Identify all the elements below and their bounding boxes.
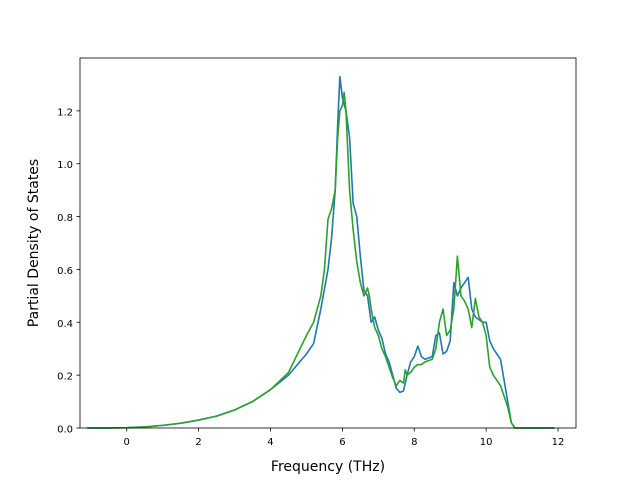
series-layer (87, 75, 555, 429)
y-tick-label: 0.2 (57, 372, 73, 383)
y-tick-label: 0.4 (57, 319, 73, 330)
y-tick-label: 0.0 (57, 425, 73, 436)
series-line-2 (87, 91, 555, 429)
y-tick-label: 0.6 (57, 266, 73, 277)
x-tick-label: 4 (267, 437, 273, 448)
x-axis-ticks: 0 2 4 6 8 10 12 (124, 428, 565, 448)
plot-frame (79, 57, 577, 429)
y-tick-label: 1.0 (57, 160, 73, 171)
x-tick-label: 8 (411, 437, 417, 448)
x-axis-label: Frequency (THz) (271, 459, 385, 475)
y-axis-ticks: 0.0 0.2 0.4 0.6 0.8 1.0 1.2 (57, 107, 80, 436)
x-tick-label: 0 (124, 437, 130, 448)
y-tick-label: 0.8 (57, 213, 73, 224)
series-line-1 (87, 75, 555, 429)
y-axis-label: Partial Density of States (26, 159, 42, 327)
x-tick-label: 2 (195, 437, 201, 448)
x-tick-label: 10 (480, 437, 493, 448)
x-tick-label: 6 (339, 437, 345, 448)
y-tick-label: 1.2 (57, 107, 73, 118)
x-tick-label: 12 (552, 437, 565, 448)
